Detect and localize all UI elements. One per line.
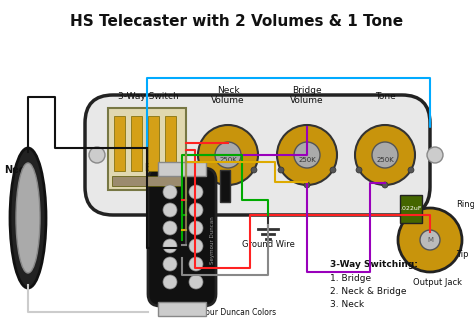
Bar (114, 116, 125, 171)
Circle shape (330, 167, 336, 173)
Circle shape (189, 185, 203, 199)
Text: 1. Bridge: 1. Bridge (330, 274, 371, 283)
Text: 250K: 250K (298, 157, 316, 163)
Circle shape (420, 230, 440, 250)
Circle shape (225, 182, 231, 188)
Circle shape (304, 182, 310, 188)
Circle shape (199, 167, 205, 173)
Circle shape (89, 147, 105, 163)
Circle shape (427, 147, 443, 163)
Circle shape (189, 257, 203, 271)
Text: 3. Neck: 3. Neck (330, 300, 364, 309)
Circle shape (382, 182, 388, 188)
Text: Bridge: Bridge (144, 163, 180, 173)
Circle shape (251, 167, 257, 173)
Text: Tip: Tip (456, 250, 468, 259)
Circle shape (189, 275, 203, 289)
Text: Seymour Duncan Colors: Seymour Duncan Colors (184, 308, 276, 317)
Bar (158, 162, 206, 176)
Bar (108, 108, 186, 190)
Text: .022uF: .022uF (400, 206, 422, 212)
Text: 2. Neck & Bridge: 2. Neck & Bridge (330, 287, 407, 296)
Circle shape (356, 167, 362, 173)
Text: 250K: 250K (219, 157, 237, 163)
Circle shape (163, 203, 177, 217)
Circle shape (163, 221, 177, 235)
Circle shape (372, 142, 398, 168)
Circle shape (163, 275, 177, 289)
Text: Bridge
Volume: Bridge Volume (290, 86, 324, 105)
Text: Neck: Neck (4, 165, 32, 175)
Circle shape (163, 239, 177, 253)
Circle shape (398, 208, 462, 272)
Bar (148, 116, 159, 171)
Bar (131, 116, 142, 171)
Text: Output Jack: Output Jack (413, 278, 463, 287)
Circle shape (278, 167, 284, 173)
Circle shape (189, 221, 203, 235)
Text: M: M (427, 237, 433, 243)
Text: Ring: Ring (456, 200, 474, 209)
Circle shape (294, 142, 320, 168)
Circle shape (189, 203, 203, 217)
FancyBboxPatch shape (85, 95, 430, 215)
Bar (158, 302, 206, 316)
Circle shape (355, 125, 415, 185)
Circle shape (163, 185, 177, 199)
Bar (165, 116, 176, 171)
Circle shape (277, 125, 337, 185)
Text: 250K: 250K (376, 157, 394, 163)
Circle shape (215, 142, 241, 168)
Text: Tone: Tone (374, 92, 395, 101)
Ellipse shape (10, 148, 46, 288)
Circle shape (408, 167, 414, 173)
Text: Seymour Duncan: Seymour Duncan (210, 216, 216, 264)
Circle shape (198, 125, 258, 185)
Text: HS Telecaster with 2 Volumes & 1 Tone: HS Telecaster with 2 Volumes & 1 Tone (71, 14, 403, 29)
Text: Ground Wire: Ground Wire (242, 240, 294, 249)
Text: Neck
Volume: Neck Volume (211, 86, 245, 105)
Bar (220, 170, 230, 202)
FancyBboxPatch shape (148, 168, 216, 306)
Text: 3-Way Switch: 3-Way Switch (118, 92, 178, 101)
Ellipse shape (16, 163, 40, 273)
Bar (400, 195, 422, 223)
Text: 3-Way Switching:: 3-Way Switching: (330, 260, 418, 269)
Circle shape (163, 257, 177, 271)
Bar (112, 176, 182, 186)
Circle shape (189, 239, 203, 253)
